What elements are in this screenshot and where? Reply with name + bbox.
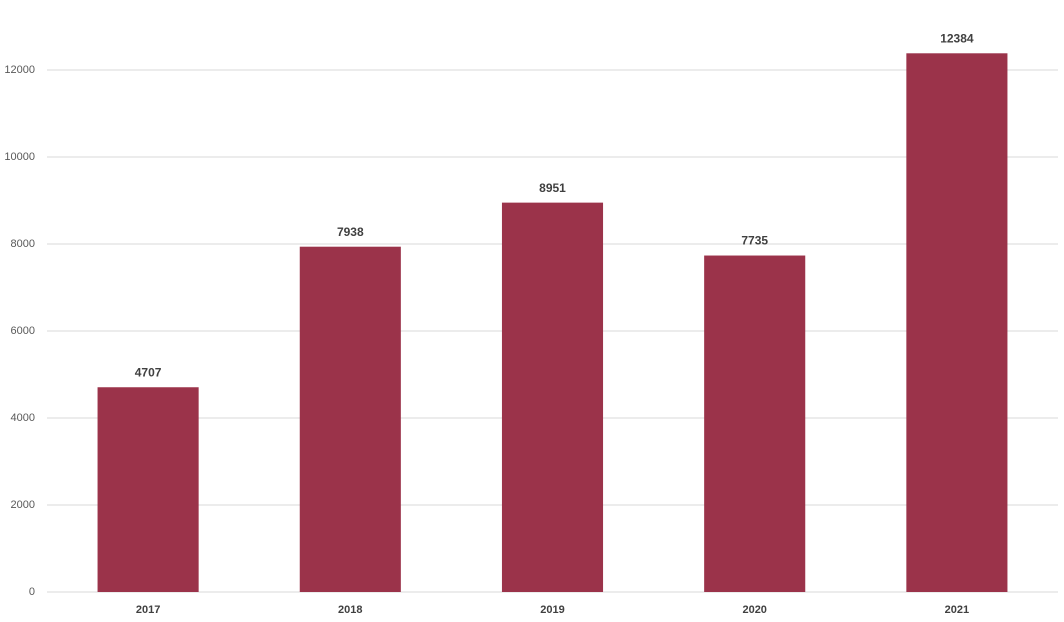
y-tick-label: 6000 xyxy=(11,325,35,337)
x-tick-label: 2019 xyxy=(540,604,564,616)
value-label: 12384 xyxy=(940,31,974,45)
value-label: 7938 xyxy=(337,225,364,239)
y-tick-label: 4000 xyxy=(11,412,35,424)
y-tick-label: 10000 xyxy=(4,151,35,163)
y-tick-label: 8000 xyxy=(11,238,35,250)
bar xyxy=(97,387,199,592)
value-label: 8951 xyxy=(539,181,566,195)
y-tick-label: 2000 xyxy=(11,499,35,511)
y-tick-label: 12000 xyxy=(4,64,35,76)
bar xyxy=(906,53,1008,592)
y-tick-label: 0 xyxy=(29,586,35,598)
x-tick-label: 2017 xyxy=(136,604,160,616)
bar xyxy=(501,202,604,592)
bar xyxy=(704,255,806,592)
value-label: 7735 xyxy=(741,234,768,248)
value-label: 4707 xyxy=(135,365,162,379)
bar xyxy=(299,246,401,592)
x-tick-label: 2020 xyxy=(742,604,766,616)
x-tick-label: 2018 xyxy=(338,604,362,616)
x-tick-label: 2021 xyxy=(945,604,969,616)
